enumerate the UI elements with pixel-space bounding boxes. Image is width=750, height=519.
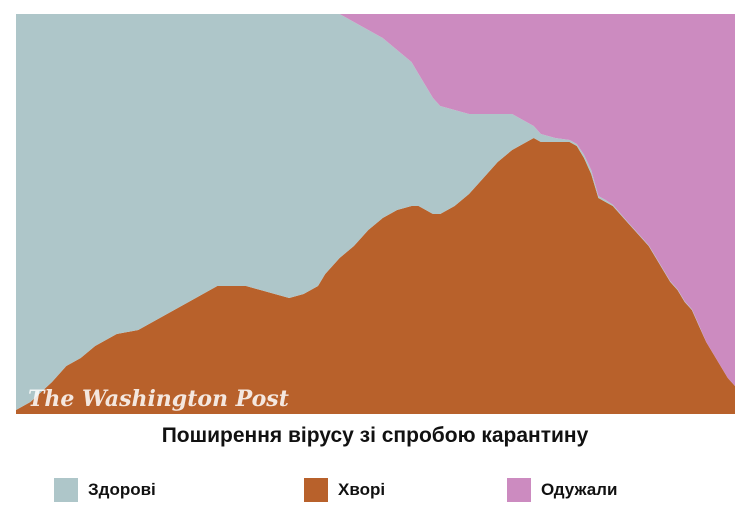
legend-label-sick: Хворі [338,480,386,499]
legend-swatch-healthy [54,478,78,502]
legend-swatch-recovered [507,478,531,502]
chart-title: Поширення вірусу зі спробою карантину [161,424,589,447]
legend-label-recovered: Одужали [541,480,618,499]
washington-post-watermark: The Washington Post [28,386,289,412]
legend: Здорові Хворі Одужали [0,478,750,504]
legend-item-healthy: Здорові [54,478,156,502]
area-healthy [16,14,735,410]
legend-label-healthy: Здорові [88,480,156,499]
legend-item-sick: Хворі [304,478,385,502]
legend-swatch-sick [304,478,328,502]
legend-item-recovered: Одужали [507,478,617,502]
chart-areas [16,14,735,414]
area-sick [16,138,735,414]
area-recovered [16,14,735,386]
